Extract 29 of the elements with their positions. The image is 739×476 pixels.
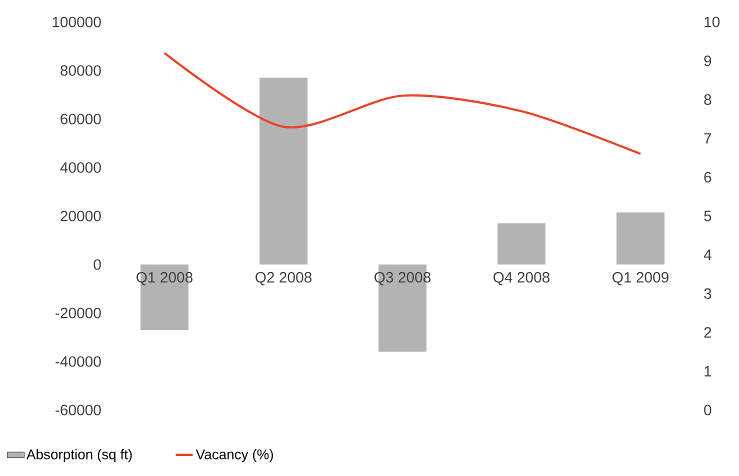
y2-tick-label: 8 (704, 94, 712, 105)
y-tick-label: 80000 (60, 65, 101, 76)
y-tick-label: -40000 (56, 356, 101, 367)
bar (616, 212, 665, 264)
legend-label: Absorption (sq ft) (26, 449, 132, 462)
bar (498, 223, 546, 264)
y2-tick-label: 4 (704, 250, 712, 260)
y2-tick-label: 10 (704, 16, 720, 28)
y2-tick-label: 2 (704, 327, 712, 338)
x-tick-label: Q1 2009 (612, 272, 668, 286)
y-tick-label: -20000 (56, 308, 101, 318)
y2-tick-label: 6 (704, 172, 712, 182)
y2-tick-label: 1 (704, 366, 712, 376)
y2-tick-label: 3 (704, 288, 712, 299)
y-tick-label: 20000 (60, 210, 101, 222)
line-series (163, 52, 642, 156)
y-tick-label: 60000 (60, 114, 101, 124)
y2-tick-label: 5 (704, 210, 712, 222)
legend-label: Vacancy (%) (196, 449, 273, 462)
y-tick-label: 100000 (52, 16, 101, 28)
x-tick-label: Q2 2008 (256, 272, 312, 286)
x-tick-label: Q4 2008 (494, 272, 550, 286)
y-tick-label: -60000 (56, 404, 101, 416)
y2-tick-label: 9 (704, 56, 712, 66)
bar (260, 78, 308, 264)
y-tick-label: 0 (94, 259, 101, 270)
y-tick-label: 40000 (60, 162, 101, 173)
y2-tick-label: 0 (704, 404, 712, 416)
y2-tick-label: 7 (704, 133, 712, 144)
